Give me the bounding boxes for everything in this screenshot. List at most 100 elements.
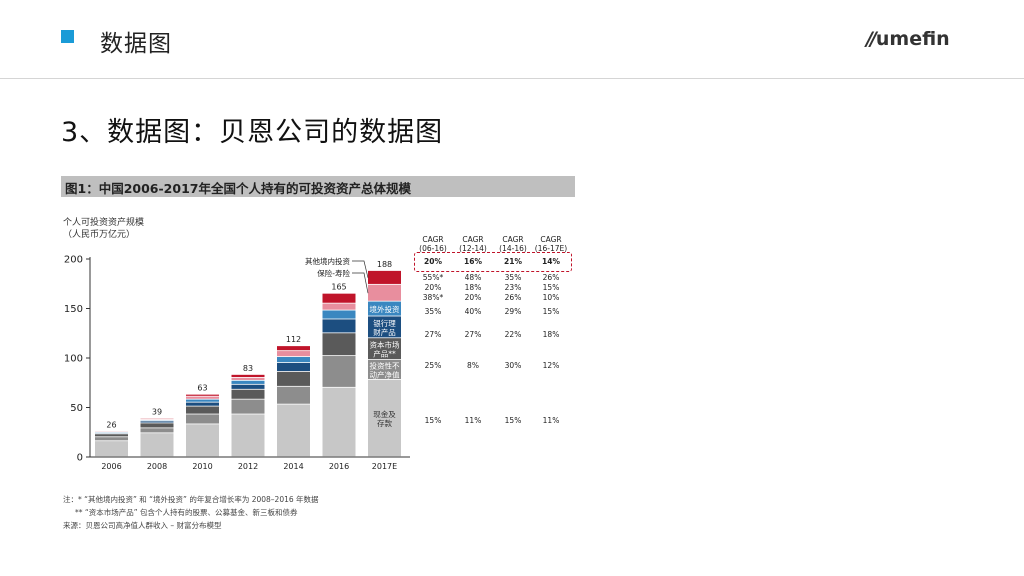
bar-segment [140, 428, 174, 433]
in-bar-label: 境外投资 [370, 304, 400, 314]
bar-total-label: 39 [152, 407, 162, 416]
cagr-value: 27% [464, 330, 482, 339]
callout-leader [352, 260, 369, 278]
cagr-value: 15% [504, 416, 522, 425]
bar-segment [368, 338, 401, 360]
in-bar-label-line: 产品** [373, 349, 396, 359]
in-bar-label-line: 银行理 [373, 318, 396, 328]
logo-mark: // [866, 28, 877, 50]
y-tick-label: 200 [64, 255, 83, 266]
cagr-total-value: 20% [424, 257, 442, 266]
cagr-value: 29% [504, 307, 522, 316]
cagr-header-line: (14-16) [499, 244, 527, 253]
cagr-value: 26% [542, 273, 560, 282]
in-bar-label-line: 动产净值 [370, 369, 400, 379]
bar-segment [186, 406, 219, 414]
in-bar-label-line: 存款 [377, 418, 392, 428]
bar-segment [231, 414, 265, 457]
bar-total-label: 83 [243, 364, 253, 373]
cagr-value: 30% [504, 361, 522, 370]
cagr-value: 15% [542, 307, 560, 316]
in-bar-label-line: 资本市场 [370, 340, 400, 350]
cagr-value: 22% [504, 330, 522, 339]
cagr-value: 35% [504, 273, 522, 282]
callout-label: 其他境内投资 [305, 256, 350, 266]
y-axis-label-line-2: （人民币万亿元） [63, 230, 136, 240]
cagr-value: 26% [504, 293, 522, 302]
bar-segment [231, 384, 265, 389]
x-tick-label: 2006 [101, 462, 121, 471]
bar-segment [186, 424, 219, 457]
bar-segment [231, 374, 265, 377]
y-tick-label: 50 [70, 403, 83, 414]
bar-segment [95, 441, 128, 457]
y-axis-label: 个人可投资资产规模 （人民币万亿元） [63, 217, 144, 241]
bar-segment [186, 414, 219, 424]
bar-segment [186, 396, 219, 399]
cagr-value: 20% [424, 283, 442, 292]
in-bar-label: 投资性不动产净值 [370, 360, 400, 379]
bar-segment [231, 389, 265, 399]
cagr-value: 18% [464, 283, 482, 292]
bar-segment [322, 303, 356, 310]
bar-segment [277, 371, 310, 386]
bar-segment [277, 404, 310, 457]
bar-segment [186, 394, 219, 396]
bar-segment [368, 284, 401, 301]
x-tick-label: 2017E [372, 462, 397, 471]
cagr-header-line: CAGR [540, 235, 562, 244]
cagr-value: 55%* [422, 273, 444, 282]
stacked-bar-chart: 0 50 100 150 200 26 2006 39 2008 63 2010 83 2012 112 2… [64, 255, 410, 471]
cagr-header-line: CAGR [422, 235, 444, 244]
bar-segment [322, 387, 356, 457]
slide-header: 数据图 //umefin [0, 0, 1024, 80]
in-bar-label-line: 财产品 [373, 327, 396, 337]
figure-title-bar: 图1：中国2006-2017年全国个人持有的可投资资产总体规模 [61, 176, 575, 197]
in-bar-label-line: 投资性不 [370, 360, 400, 370]
y-axis-label-line-1: 个人可投资资产规模 [63, 218, 145, 228]
bar-segment [231, 380, 265, 384]
cagr-value: 11% [542, 416, 560, 425]
callout-leader [352, 272, 369, 294]
y-tick-label: 100 [64, 354, 83, 365]
bar-segment [277, 346, 310, 351]
bar-segment [368, 301, 401, 316]
bar-segment [277, 362, 310, 372]
bar-segment [140, 421, 174, 423]
bar-segment [186, 402, 219, 406]
slide-title: 3、数据图：贝恩公司的数据图 [61, 117, 444, 148]
bar-segment [186, 399, 219, 402]
in-bar-label-line: 境外投资 [370, 304, 400, 314]
bar-segment [368, 379, 401, 457]
cagr-total-value: 16% [464, 257, 482, 266]
cagr-header-line: CAGR [462, 235, 484, 244]
bar-segment [322, 310, 356, 319]
footnote-2: ** “资本市场产品” 包含个人持有的股票、公募基金、新三板和债券 [75, 508, 298, 517]
logo-text: umefin [875, 28, 950, 50]
cagr-value: 15% [542, 283, 560, 292]
cagr-value: 18% [542, 330, 560, 339]
bar-total-label: 188 [377, 260, 392, 269]
y-tick-label: 150 [64, 304, 83, 315]
x-tick-label: 2008 [147, 462, 167, 471]
cagr-value: 11% [464, 416, 482, 425]
bar-total-label: 63 [197, 384, 207, 393]
figure-title: 图1：中国2006-2017年全国个人持有的可投资资产总体规模 [65, 181, 411, 196]
cagr-value: 23% [504, 283, 522, 292]
bar-segment [95, 434, 128, 437]
bar-segment [277, 351, 310, 357]
bar-segment [140, 423, 174, 428]
bar-segment [322, 333, 356, 356]
cagr-total-value: 21% [504, 257, 522, 266]
bar-segment [368, 316, 401, 338]
footnote-source: 来源：贝恩公司高净值人群收入 – 财富分布模型 [63, 521, 222, 530]
callout-label: 保险-寿险 [317, 268, 350, 278]
bar-segment [368, 359, 401, 379]
bar-segment [95, 437, 128, 441]
header-divider [0, 78, 1024, 79]
bar-segment [277, 386, 310, 404]
in-bar-label-line: 现金及 [373, 409, 396, 419]
header-square-icon [61, 30, 74, 43]
cagr-value: 25% [424, 361, 442, 370]
bar-total-label: 26 [106, 420, 116, 429]
